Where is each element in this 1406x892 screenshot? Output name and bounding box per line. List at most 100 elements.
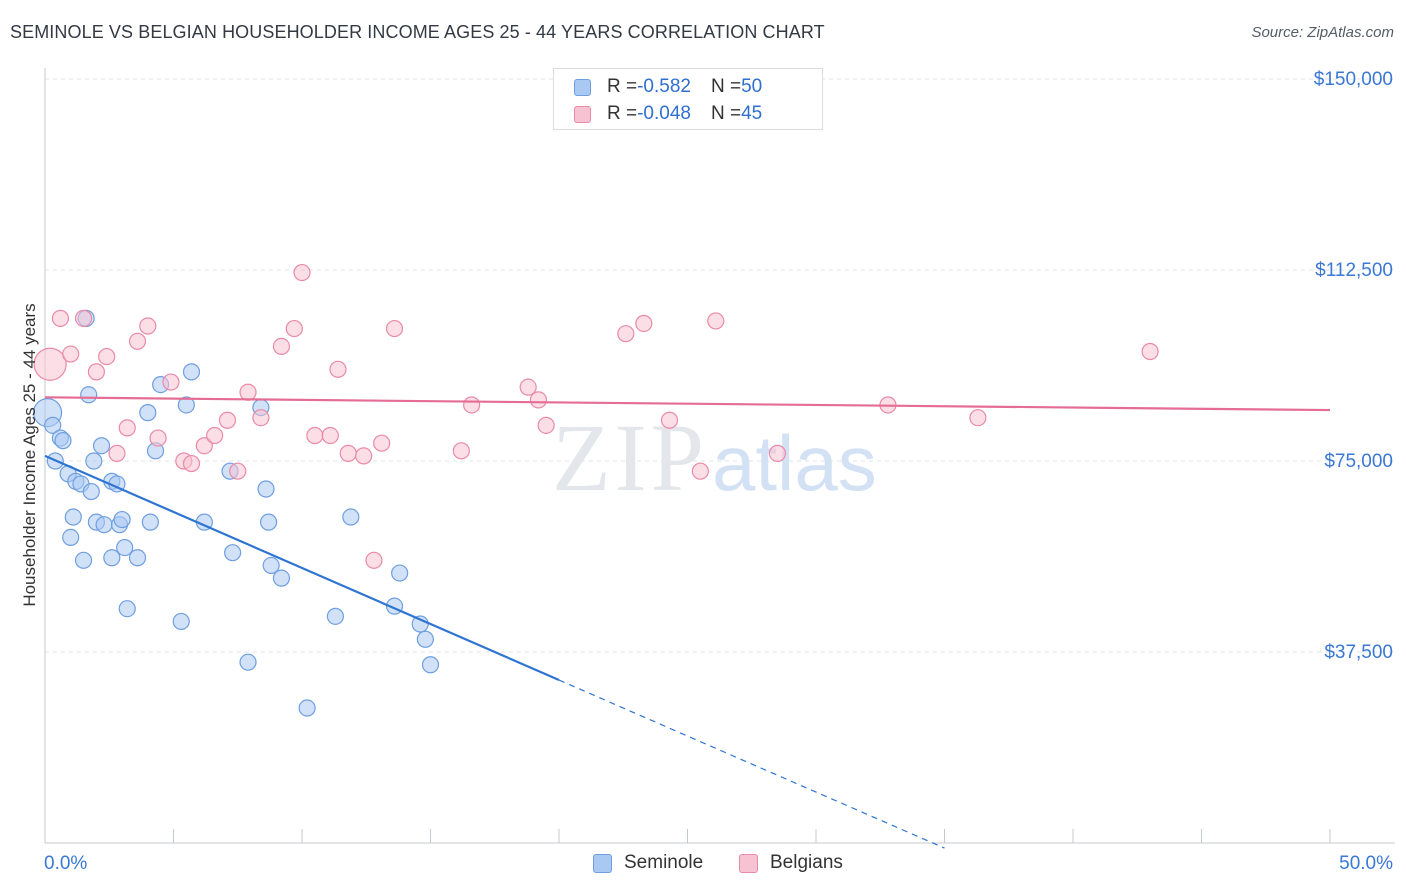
belgians-point xyxy=(285,319,303,338)
belgians-point xyxy=(108,444,126,462)
belgians-point xyxy=(149,429,167,447)
series-label-seminole: Seminole xyxy=(624,852,704,873)
seminole-point xyxy=(391,564,409,582)
seminole-point xyxy=(80,386,98,404)
belgians-point xyxy=(118,419,136,437)
belgians-point xyxy=(373,434,391,452)
belgians-point xyxy=(617,325,635,343)
seminole-point xyxy=(177,396,195,414)
seminole-point xyxy=(257,480,275,498)
seminole-point xyxy=(82,482,100,501)
legend-row-seminole: R = -0.582 N = 50 xyxy=(574,75,762,99)
seminole-point xyxy=(416,630,434,648)
seminole-trend-extension xyxy=(558,679,945,849)
belgians-point xyxy=(321,426,339,445)
belgians-point xyxy=(272,337,291,355)
belgians-point xyxy=(293,263,311,282)
belgians-point xyxy=(339,444,357,462)
seminole-point xyxy=(116,538,134,557)
legend-r-label: R = xyxy=(607,103,638,124)
belgians-point xyxy=(691,462,709,480)
belgians-point xyxy=(139,317,157,335)
seminole-point xyxy=(262,556,280,575)
seminole-point xyxy=(259,513,278,531)
seminole-point xyxy=(128,549,147,567)
seminole-point xyxy=(298,699,316,717)
belgians-point xyxy=(229,462,247,480)
correlation-legend: R = -0.582 N = 50 R = -0.048 N = 45 xyxy=(553,68,823,130)
belgians-point xyxy=(385,319,404,338)
belgians-point xyxy=(62,345,80,363)
series-label-belgians: Belgians xyxy=(770,852,843,873)
seminole-point xyxy=(44,416,62,434)
legend-r-label: R = xyxy=(607,76,638,97)
y-tick-label: $37,500 xyxy=(1324,642,1393,663)
seminole-point xyxy=(421,656,440,674)
seminole-point xyxy=(95,516,113,534)
watermark-zip: ZIP xyxy=(552,404,708,511)
watermark-atlas: atlas xyxy=(712,419,877,507)
axes xyxy=(44,68,1395,844)
x-tick-label-max: 50.0% xyxy=(1339,853,1393,874)
belgians-point xyxy=(969,409,987,427)
legend-r-value: -0.048 xyxy=(637,103,691,124)
belgians-point xyxy=(707,312,725,330)
trend-lines xyxy=(44,396,1331,849)
legend-swatch-seminole xyxy=(574,78,591,96)
series-swatch-belgians xyxy=(739,853,758,873)
series-legend-seminole[interactable]: Seminole xyxy=(593,852,703,874)
source-label: Source: ZipAtlas.com xyxy=(1251,24,1394,41)
belgians-point xyxy=(329,360,347,378)
y-tick-label: $150,000 xyxy=(1314,69,1393,90)
seminole-point xyxy=(62,528,80,547)
belgians-point xyxy=(195,437,213,455)
legend-n-value: 45 xyxy=(741,103,763,124)
belgians-point xyxy=(529,391,548,409)
seminole-point xyxy=(113,510,131,529)
legend-row-belgians: R = -0.048 N = 45 xyxy=(574,102,762,126)
belgians-point xyxy=(87,363,106,381)
belgians-point xyxy=(162,373,180,391)
series-legend-belgians[interactable]: Belgians xyxy=(739,852,843,874)
belgians-point xyxy=(537,416,555,434)
belgians-point xyxy=(463,396,481,414)
seminole-point xyxy=(64,508,82,526)
y-tick-label: $75,000 xyxy=(1324,451,1393,472)
seminole-point xyxy=(139,404,157,422)
seminole-point xyxy=(326,607,345,625)
belgians-point xyxy=(74,309,93,327)
y-tick-label: $112,500 xyxy=(1315,260,1393,281)
belgians-point xyxy=(98,347,116,366)
tick-labels: $37,500 $75,000 $112,500 $150,000 0.0% 50.0% xyxy=(44,69,1393,874)
belgians-point xyxy=(768,444,787,462)
belgians-point xyxy=(51,309,70,327)
seminole-point xyxy=(182,363,201,381)
belgians-point xyxy=(252,409,270,427)
belgians-point xyxy=(218,411,237,429)
seminole-point xyxy=(92,437,111,455)
belgians-point xyxy=(452,442,470,460)
belgians-point xyxy=(1141,342,1159,361)
belgians-point xyxy=(519,378,537,396)
seminole-point xyxy=(224,544,242,562)
belgians-point xyxy=(660,411,679,429)
belgians-point xyxy=(206,426,224,445)
seminole-point xyxy=(342,508,360,526)
seminole-point xyxy=(141,513,159,531)
seminole-point xyxy=(272,569,291,587)
seminole-point xyxy=(239,653,257,671)
series-legend: Seminole Belgians xyxy=(0,852,1406,878)
belgians-trend-line xyxy=(44,396,1331,412)
series-swatch-seminole xyxy=(593,853,612,873)
chart-title: SEMINOLE VS BELGIAN HOUSEHOLDER INCOME A… xyxy=(10,22,825,42)
legend-n-label: N = xyxy=(710,103,742,124)
legend-r-value: -0.582 xyxy=(637,76,691,97)
y-axis-label: Householder Income Ages 25 - 44 years xyxy=(20,303,39,606)
belgians-point xyxy=(355,447,373,465)
seminole-point xyxy=(172,612,190,631)
x-tick-label-min: 0.0% xyxy=(44,853,87,874)
seminole-point xyxy=(74,551,93,569)
legend-swatch-belgians xyxy=(574,105,591,123)
legend-n-label: N = xyxy=(710,76,742,97)
